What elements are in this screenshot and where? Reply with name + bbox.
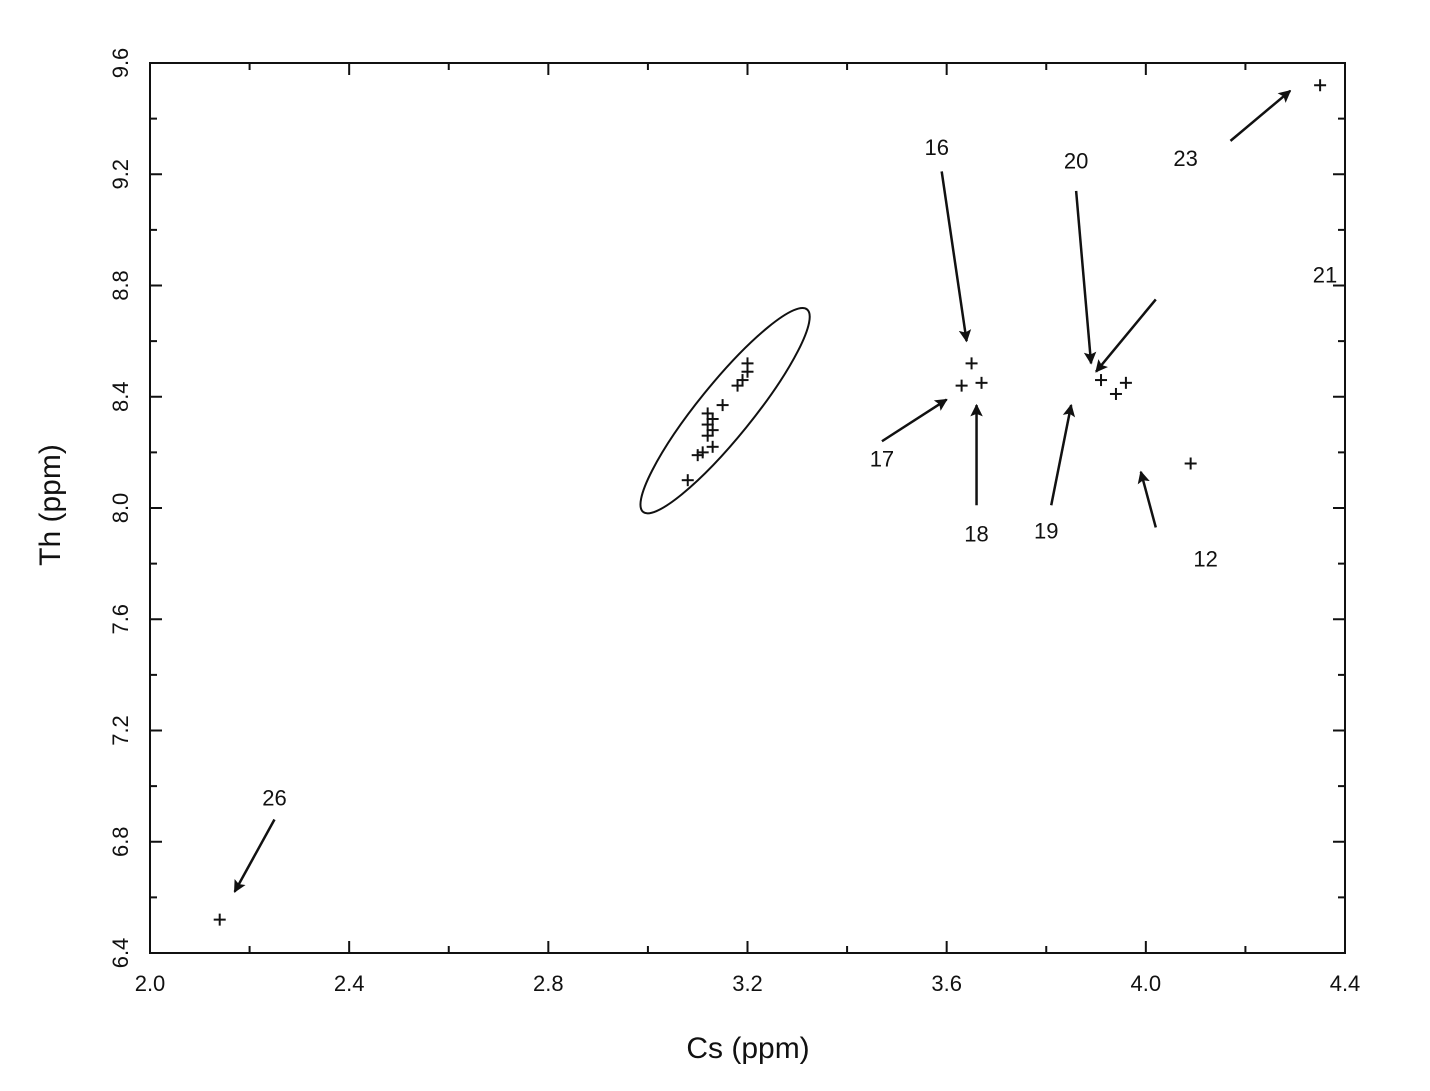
annotation-label-18: 18 (964, 521, 988, 546)
x-tick-label: 2.4 (334, 971, 365, 996)
y-tick-label: 9.2 (108, 159, 133, 190)
annotation-label-17: 17 (870, 446, 894, 471)
annotations: 26 16 17 18 20 21 19 12 23 (233, 89, 1337, 893)
x-tick-label: 4.4 (1330, 971, 1361, 996)
y-axis-title: Th (ppm) (34, 444, 67, 566)
x-axis-title: Cs (ppm) (686, 1032, 809, 1065)
data-point (213, 913, 226, 926)
annotation-arrow-21 (1095, 298, 1157, 373)
data-point (696, 446, 709, 459)
annotation-arrow-17 (881, 398, 948, 443)
data-marks (213, 79, 1327, 926)
data-point (706, 413, 719, 425)
annotation-label-20: 20 (1064, 149, 1088, 174)
data-point (975, 376, 988, 389)
annotation-label-16: 16 (924, 135, 948, 160)
y-axis-ticks: 6.4 6.8 7.2 7.6 8.0 8.4 8.8 9.2 9.6 (108, 48, 1345, 969)
y-tick-label: 8.8 (108, 270, 133, 301)
annotation-arrow-23 (1229, 89, 1292, 142)
annotation-label-26: 26 (262, 786, 286, 811)
data-point (965, 357, 978, 370)
data-point (736, 374, 749, 387)
data-point (681, 474, 694, 487)
annotation-arrow-20 (1074, 190, 1097, 365)
y-tick-label: 8.4 (108, 381, 133, 412)
annotation-arrow-12 (1137, 470, 1157, 528)
x-tick-label: 2.8 (533, 971, 564, 996)
x-tick-label: 3.2 (732, 971, 763, 996)
data-point (1109, 387, 1122, 400)
x-tick-label: 4.0 (1131, 971, 1162, 996)
data-point (1314, 79, 1327, 92)
annotation-arrow-16 (940, 171, 972, 343)
data-point (716, 399, 729, 412)
data-point (741, 357, 754, 370)
data-point (1184, 457, 1197, 470)
data-point (955, 379, 968, 392)
y-tick-label: 6.4 (108, 938, 133, 969)
y-tick-label: 7.6 (108, 604, 133, 635)
data-point (706, 440, 719, 453)
annotation-arrow-26 (233, 818, 276, 893)
annotation-label-23: 23 (1173, 146, 1197, 171)
plot-frame (149, 62, 1346, 954)
y-tick-label: 6.8 (108, 826, 133, 857)
y-tick-label: 7.2 (108, 715, 133, 746)
x-axis-ticks: 2.0 2.4 2.8 3.2 3.6 4.0 4.4 (135, 63, 1361, 996)
y-tick-label: 9.6 (108, 48, 133, 79)
annotation-arrow-19 (1050, 403, 1076, 506)
data-point (706, 424, 719, 437)
annotation-label-19: 19 (1034, 519, 1058, 544)
group-ellipse (639, 306, 811, 515)
annotation-label-12: 12 (1193, 546, 1217, 571)
x-tick-label: 3.6 (931, 971, 962, 996)
data-point (1095, 374, 1108, 387)
y-tick-label: 8.0 (108, 493, 133, 524)
annotation-label-21: 21 (1313, 263, 1337, 288)
data-point (1119, 376, 1132, 389)
x-tick-label: 2.0 (135, 971, 166, 996)
